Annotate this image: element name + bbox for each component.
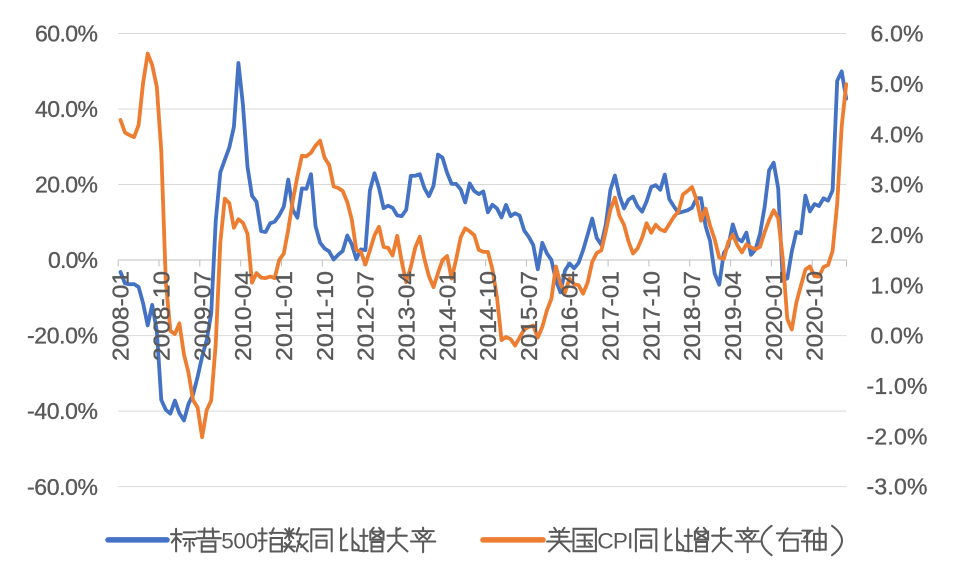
svg-text:20.0%: 20.0% (35, 172, 98, 198)
svg-text:3.0%: 3.0% (871, 172, 924, 198)
svg-text:2015-07: 2015-07 (516, 271, 542, 361)
svg-text:1.0%: 1.0% (871, 272, 924, 298)
svg-text:40.0%: 40.0% (35, 96, 98, 122)
svg-text:-20.0%: -20.0% (27, 323, 98, 349)
svg-text:2010-04: 2010-04 (230, 271, 256, 361)
svg-text:4.0%: 4.0% (871, 121, 924, 147)
svg-text:-1.0%: -1.0% (867, 373, 928, 399)
svg-text:CPI: CPI (597, 529, 633, 554)
svg-text:5.0%: 5.0% (871, 71, 924, 97)
svg-text:6.0%: 6.0% (871, 21, 924, 47)
svg-text:0.0%: 0.0% (871, 323, 924, 349)
svg-text:2011-01: 2011-01 (271, 271, 297, 361)
svg-text:2017-01: 2017-01 (598, 271, 624, 361)
svg-text:2.0%: 2.0% (871, 222, 924, 248)
svg-text:2020-01: 2020-01 (761, 271, 787, 361)
svg-text:2019-04: 2019-04 (720, 271, 746, 361)
svg-text:0.0%: 0.0% (48, 247, 98, 273)
svg-text:500: 500 (221, 529, 258, 554)
svg-text:-3.0%: -3.0% (867, 474, 928, 500)
svg-text:2014-01: 2014-01 (434, 271, 460, 361)
svg-text:-40.0%: -40.0% (27, 398, 98, 424)
svg-text:2013-04: 2013-04 (393, 271, 419, 361)
svg-text:2011-10: 2011-10 (312, 271, 338, 361)
svg-text:2008-01: 2008-01 (108, 271, 134, 361)
svg-text:2017-10: 2017-10 (638, 271, 664, 361)
svg-text:2009-07: 2009-07 (189, 271, 215, 361)
svg-text:2016-04: 2016-04 (557, 271, 583, 361)
svg-text:-2.0%: -2.0% (867, 423, 928, 449)
svg-text:2012-07: 2012-07 (353, 271, 379, 361)
svg-text:-60.0%: -60.0% (27, 474, 98, 500)
svg-text:60.0%: 60.0% (35, 21, 98, 47)
svg-text:2008-10: 2008-10 (149, 271, 175, 361)
svg-text:2020-10: 2020-10 (802, 271, 828, 361)
svg-text:2018-07: 2018-07 (679, 271, 705, 361)
svg-text:2014-10: 2014-10 (475, 271, 501, 361)
